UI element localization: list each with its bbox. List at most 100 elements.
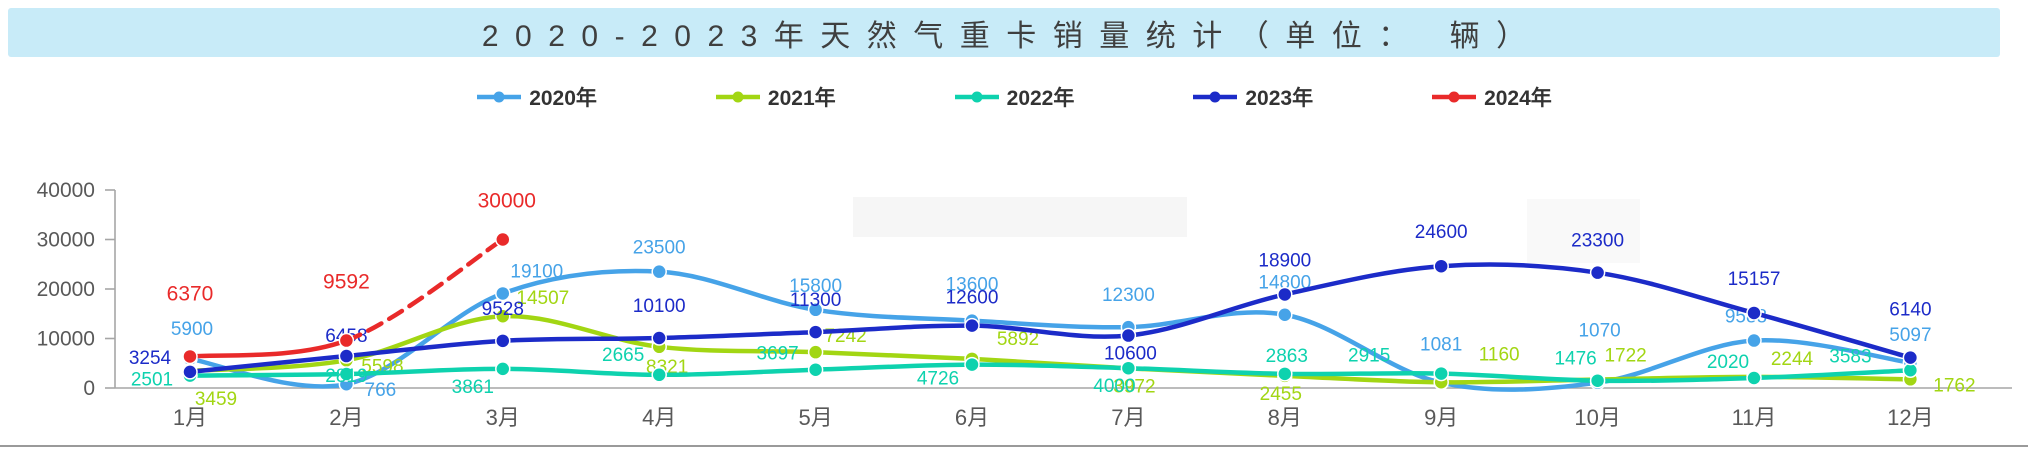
- data-label-2022年: 4000: [1093, 376, 1135, 397]
- data-point-2022年: [1746, 370, 1762, 386]
- data-label-2021年: 3459: [195, 389, 237, 410]
- data-label-2021年: 2244: [1771, 349, 1814, 370]
- series-line-2022年: [813, 362, 975, 372]
- x-tick-label: 4月: [642, 405, 676, 430]
- x-tick-label: 3月: [486, 405, 520, 430]
- data-point-2022年: [338, 366, 355, 382]
- legend-label: 2023年: [1245, 87, 1314, 110]
- data-label-2022年: 2020: [1707, 352, 1749, 373]
- data-label-2023年: 3254: [129, 348, 172, 369]
- data-point-2021年: [807, 344, 824, 360]
- watermark-patch: [1527, 199, 1640, 263]
- data-point-2022年: [1433, 365, 1449, 382]
- data-label-2022年: 2863: [1266, 346, 1308, 367]
- data-point-2020年: [807, 302, 824, 318]
- data-point-2021年: [495, 308, 511, 324]
- series-line-2022年: [187, 371, 349, 378]
- data-label-2021年: 1762: [1933, 375, 1975, 396]
- data-point-2022年: [1120, 360, 1137, 376]
- data-label-2023年: 11300: [790, 290, 841, 311]
- data-point-2023年: [651, 330, 667, 346]
- x-tick-label: 9月: [1424, 405, 1458, 430]
- series-line-2021年: [813, 349, 975, 362]
- series-line-2020年: [1282, 312, 1444, 385]
- series-line-2023年: [1282, 263, 1444, 297]
- data-point-2023年: [807, 324, 824, 340]
- data-point-2023年: [1746, 305, 1762, 321]
- data-point-2022年: [964, 356, 980, 373]
- legend-label: 2024年: [1484, 87, 1552, 110]
- data-point-2020年: [495, 285, 511, 302]
- watermark-patch: [853, 197, 1187, 237]
- data-label-2022年: 2915: [1348, 346, 1390, 367]
- series-line-2021年: [656, 344, 818, 355]
- series-line-2020年: [969, 318, 1131, 330]
- data-point-2022年: [495, 361, 511, 377]
- data-point-2023年: [1433, 258, 1449, 274]
- series-line-2023年: [187, 353, 349, 375]
- data-label-2023年: 10100: [633, 296, 686, 317]
- series-line-2020年: [500, 268, 662, 296]
- data-label-2022年: 2501: [131, 370, 173, 391]
- legend: 2020年 2021年 2022年 2023年 2024年: [0, 80, 2028, 114]
- series-line-2020年: [656, 269, 818, 313]
- data-point-2024年: [338, 332, 355, 349]
- series-line-2023年: [656, 329, 818, 341]
- data-point-2023年: [338, 348, 355, 364]
- data-label-2020年: 14800: [1258, 273, 1311, 294]
- data-label-2020年: 15800: [789, 276, 842, 297]
- series-line-2022年: [500, 366, 662, 378]
- legend-item-2022年: 2022年: [954, 82, 1074, 112]
- x-tick-label: 6月: [955, 405, 989, 430]
- data-point-2023年: [1902, 349, 1919, 366]
- data-point-2023年: [1277, 286, 1293, 303]
- data-label-2021年: 3972: [1113, 376, 1155, 397]
- legend-item-2023年: 2023年: [1192, 82, 1313, 112]
- data-label-2023年: 18900: [1258, 250, 1311, 271]
- chart-title-banner: 2020-2023年天然气重卡销量统计（单位： 辆）: [8, 8, 2000, 57]
- data-label-2022年: 3583: [1829, 346, 1871, 367]
- data-point-2023年: [1589, 264, 1606, 281]
- data-point-2022年: [1277, 366, 1293, 382]
- data-label-2021年: 2455: [1260, 384, 1302, 405]
- data-label-2022年: 1476: [1554, 349, 1596, 370]
- legend-item-2024年: 2024年: [1431, 82, 1552, 112]
- data-label-2023年: 6140: [1889, 300, 1931, 321]
- y-tick-label: 40000: [37, 179, 95, 202]
- x-tick-label: 7月: [1111, 405, 1145, 430]
- data-label-2020年: 1081: [1420, 335, 1462, 356]
- data-point-2024年: [495, 231, 511, 248]
- data-label-2020年: 23500: [633, 238, 686, 259]
- data-label-2022年: 2819: [325, 366, 367, 387]
- data-label-2023年: 9528: [482, 299, 524, 320]
- data-label-2020年: 5097: [1889, 325, 1931, 346]
- series-line-2022年: [1282, 370, 1444, 377]
- data-label-2020年: 13600: [946, 275, 999, 296]
- data-label-2024年: 30000: [478, 190, 536, 213]
- series-line-2022年: [344, 366, 506, 377]
- data-point-2022年: [1902, 362, 1919, 379]
- legend-label: 2021年: [767, 87, 836, 110]
- series-line-2022年: [1751, 368, 1913, 381]
- data-label-2021年: 14507: [516, 288, 569, 309]
- data-label-2020年: 5900: [171, 319, 213, 340]
- data-point-2023年: [495, 333, 511, 349]
- x-tick-label: 5月: [798, 405, 832, 430]
- series-line-2021年: [500, 313, 662, 350]
- y-tick-label: 20000: [37, 278, 95, 301]
- data-label-2023年: 12600: [946, 288, 999, 309]
- legend-line-marker-icon: [715, 91, 760, 103]
- data-point-2022年: [807, 361, 824, 378]
- data-point-2023年: [1120, 327, 1137, 344]
- series-line-2022年: [1438, 371, 1600, 383]
- x-tick-label: 2月: [329, 405, 363, 430]
- series-line-2020年: [1751, 337, 1913, 366]
- series-line-2021年: [1282, 373, 1444, 385]
- data-label-2024年: 6370: [167, 282, 214, 305]
- data-label-2023年: 15157: [1728, 269, 1781, 290]
- data-label-2021年: 1160: [1479, 344, 1520, 365]
- data-label-2021年: 5892: [997, 329, 1039, 350]
- chart-title: 2020-2023年天然气重卡销量统计（单位： 辆）: [481, 19, 1543, 53]
- series-line-2023年: [969, 323, 1131, 339]
